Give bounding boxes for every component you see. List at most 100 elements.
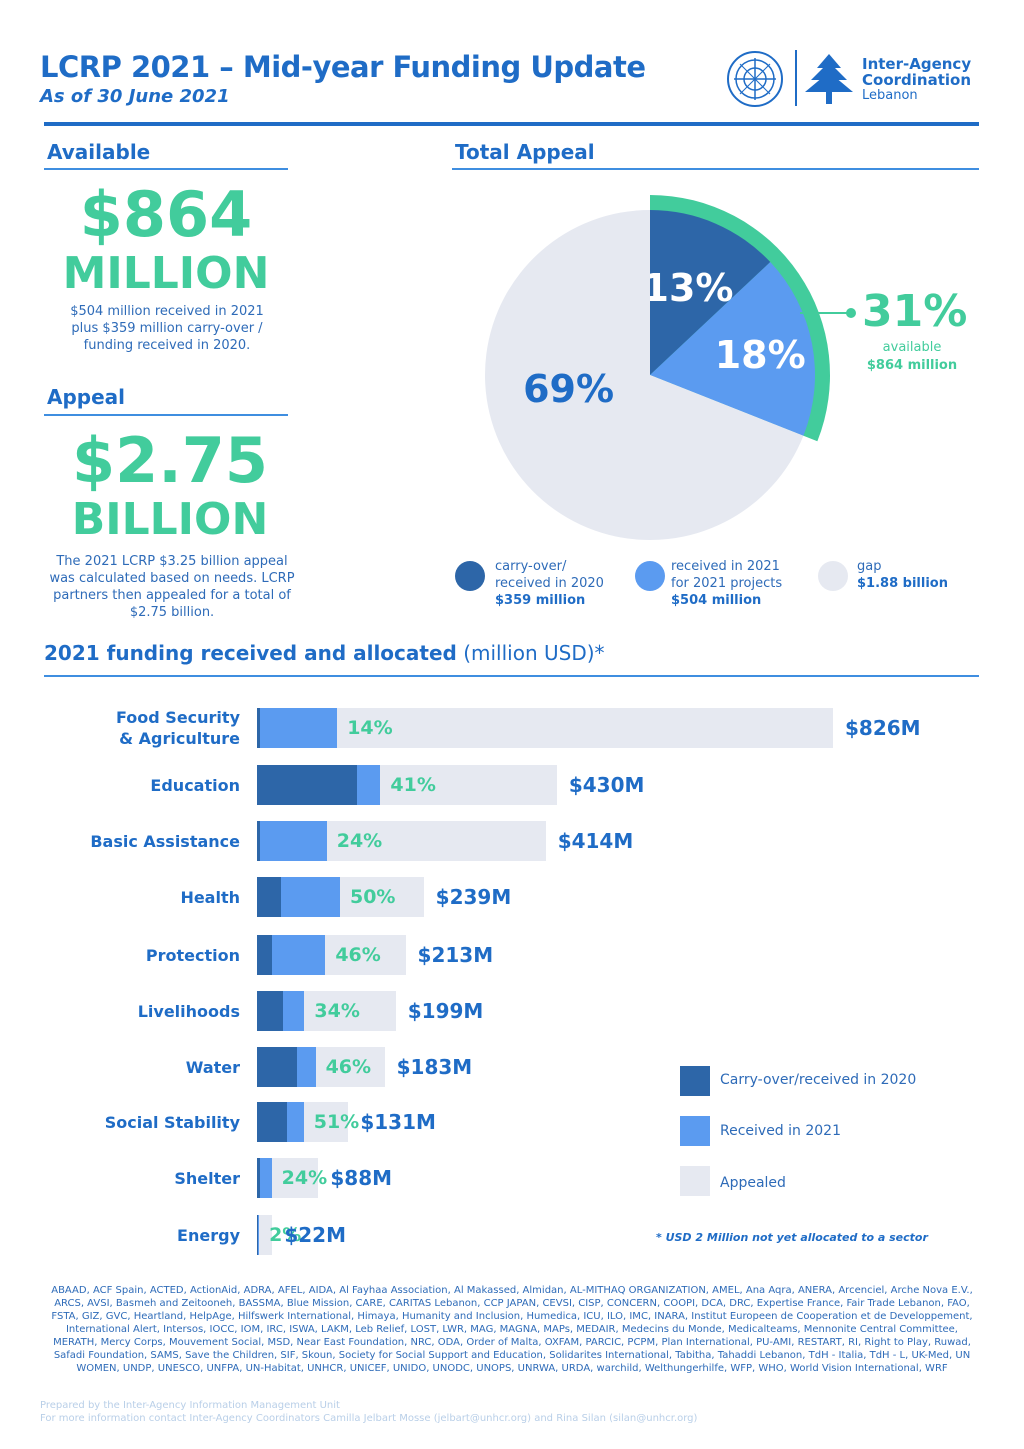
bar-carry-over [257,991,283,1031]
partners-list: ABAAD, ACF Spain, ACTED, ActionAid, ADRA… [51,1285,973,1374]
bar-percent-label: 41% [390,774,436,796]
bar-category-label: Social Stability [104,1112,240,1132]
available-heading: Available [47,140,151,164]
bar-carry-over [257,1102,287,1142]
bar-received-2021 [260,708,338,748]
bar-legend-carry: Carry-over/received in 2020 [720,1072,917,1088]
appeal-underline [44,414,288,416]
bar-carry-over [257,708,261,748]
bar-percent-label: 2% [269,1224,302,1246]
bars-underline [44,675,979,677]
bar-carry-over [257,935,273,975]
bar-value-label: $213M [417,943,494,967]
legend-received-dot [635,561,665,591]
bar-value-label: $430M [568,773,645,797]
bar-received-2021 [286,1102,304,1142]
bar-carry-over [257,1047,298,1087]
bar-percent-label: 46% [335,944,381,966]
bar-category-label: Education [150,775,240,795]
bar-legend-appealed: Appealed [720,1175,786,1191]
bars-heading: 2021 funding received and allocated (mil… [44,641,605,665]
legend-carry: carry-over/ received in 2020 $359 million [495,559,604,608]
total-appeal-underline [452,168,979,170]
available-unit: MILLION [62,248,270,299]
pie-label-3: 69% [523,367,614,411]
bar-value-label: $826M [845,716,921,740]
bar-legend-received: Received in 2021 [720,1123,841,1139]
bar-percent-label: 46% [325,1056,372,1078]
bar-value-label: $414M [557,829,634,853]
bar-received-2021 [272,935,326,975]
appeal-unit: BILLION [71,494,269,545]
appeal-heading: Appeal [47,385,126,409]
available-amount: $864 [79,178,253,251]
appeal-amount: $2.75 [71,424,269,497]
org-logo-text: Inter-Agency Coordination Lebanon [862,55,972,103]
bar-carry-over [257,1215,259,1255]
bar-carry-over [257,877,281,917]
legend-received: received in 2021 for 2021 projects $504 m… [671,559,783,608]
bar-category-label: Livelihoods [137,1001,240,1021]
bar-percent-label: 50% [349,886,396,908]
bar-percent-label: 14% [347,717,393,739]
bar-legend-appealed-swatch [680,1166,710,1196]
header-divider [44,122,979,126]
bar-category-label: Water [185,1057,240,1077]
bar-value-label: $199M [407,999,484,1023]
bar-received-2021 [282,991,305,1031]
bar-value-label: $183M [396,1055,473,1079]
bar-category-label: Food Security & Agriculture [116,708,240,748]
pie-slice-2 [650,262,815,436]
available-note: $504 million received in 2021 plus $359 … [70,304,264,353]
bar-percent-label: 24% [281,1167,328,1189]
callout-percent: 31% [862,286,968,337]
page-subtitle: As of 30 June 2021 [40,86,230,107]
bar-category-label: Health [180,887,240,907]
legend-carry-dot [455,561,485,591]
bar-category-label: Protection [145,945,240,965]
callout-amount: $864 million [866,358,958,373]
bar-legend-received-swatch [680,1116,710,1146]
bar-received-2021 [258,1215,260,1255]
bar-percent-label: 51% [313,1111,360,1133]
bar-category-label: Shelter [174,1168,240,1188]
bar-received-2021 [260,821,327,861]
bar-carry-over [257,765,357,805]
pie-slice-3 [485,210,804,540]
bar-legend-carry-swatch [680,1066,710,1096]
total-appeal-heading: Total Appeal [455,140,595,164]
bar-received-2021 [259,1158,272,1198]
pie-label-2: 18% [715,333,806,377]
bar-carry-over [257,1158,260,1198]
cedar-tree-icon [805,54,853,104]
bar-value-label: $22M [284,1223,346,1247]
bars-footnote: * USD 2 Million not yet allocated to a s… [656,1231,928,1244]
callout-label: available [882,340,942,355]
pie-label-1: 13% [643,266,734,310]
un-emblem-icon [727,51,783,107]
bar-category-label: Basic Assistance [90,831,240,851]
bar-value-label: $88M [330,1166,393,1190]
logo-divider [795,50,797,106]
bar-value-label: $131M [360,1110,436,1134]
prepared-by: Prepared by the Inter-Agency Information… [40,1400,340,1411]
bar-appealed [257,1215,273,1255]
legend-gap-dot [818,561,848,591]
bar-received-2021 [297,1047,316,1087]
bar-percent-label: 34% [314,1000,360,1022]
contact-info: For more information contact Inter-Agenc… [40,1413,698,1424]
legend-gap: gap $1.88 billion [857,559,948,591]
bar-category-label: Energy [177,1225,240,1245]
available-underline [44,168,288,170]
bar-value-label: $239M [435,885,512,909]
bar-received-2021 [280,877,340,917]
pie-slice-1 [650,210,771,375]
bar-carry-over [257,821,261,861]
bar-percent-label: 24% [336,830,383,852]
bar-received-2021 [356,765,381,805]
callout-line [800,308,856,318]
total-appeal-pie-chart: 13% 18% 69% [485,195,830,540]
bar-appealed [257,708,833,748]
appeal-note: The 2021 LCRP $3.25 billion appeal was c… [49,554,295,620]
